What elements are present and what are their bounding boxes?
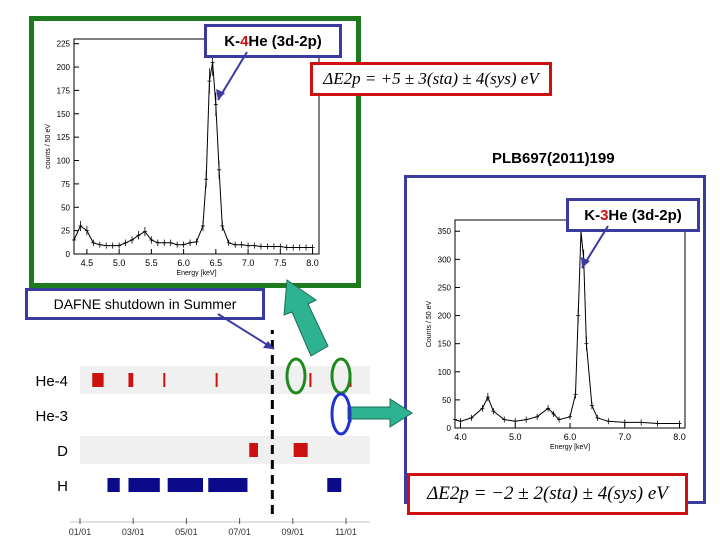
timeline-row-band — [80, 401, 370, 429]
y-tick-label: 200 — [57, 63, 71, 72]
timeline-row-band — [80, 366, 370, 394]
teal-arrow-right — [347, 398, 413, 428]
shutdown-callout: DAFNE shutdown in Summer — [25, 288, 265, 320]
x-tick-label: 6.0 — [177, 258, 190, 268]
top-plot-label: K- 4 He (3d-2p) — [204, 24, 342, 58]
top-plot-frame — [29, 16, 361, 288]
x-tick-label: 7.0 — [619, 432, 632, 442]
y-axis-label: counts / 50 eV — [45, 124, 52, 169]
timeline-x-tick-label: 09/01 — [282, 527, 305, 537]
timeline-segment — [167, 478, 204, 492]
timeline-x-tick-label: 07/01 — [228, 527, 251, 537]
y-tick-label: 175 — [57, 86, 71, 95]
y-tick-label: 100 — [438, 368, 452, 377]
y-tick-label: 150 — [57, 110, 71, 119]
top-label-pointer-arrow — [217, 51, 248, 101]
bottom-label-pointer-arrowhead — [581, 257, 590, 268]
bottom-formula: ΔE2p = −2 ± 2(sta) ± 4(sys) eV — [427, 483, 668, 504]
top-formula: ΔE2p = +5 ± 3(sta) ± 4(sys) eV — [323, 69, 539, 88]
y-axis-label: Counts / 50 eV — [426, 301, 433, 348]
y-tick-label: 50 — [61, 203, 70, 212]
x-tick-label: 8.0 — [673, 432, 686, 442]
timeline-x-tick-label: 03/01 — [122, 527, 145, 537]
bottom-label-isotope: 3 — [600, 206, 609, 224]
y-tick-label: 0 — [66, 250, 71, 259]
timeline-segment — [249, 443, 258, 457]
x-tick-label: 8.0 — [306, 258, 319, 268]
timeline-x-tick-label: 01/01 — [69, 527, 92, 537]
plot-axes-frame — [73, 38, 320, 255]
he4-marker-ellipse-1 — [285, 357, 307, 395]
top-formula-box: ΔE2p = +5 ± 3(sta) ± 4(sys) eV — [310, 62, 552, 96]
timeline-segment — [309, 373, 312, 387]
bottom-label-prefix: K- — [584, 206, 601, 224]
x-axis-label: Energy [keV] — [176, 270, 216, 277]
y-tick-label: 150 — [438, 340, 452, 349]
x-tick-label: 4.5 — [81, 258, 94, 268]
timeline-row-band — [80, 436, 370, 464]
x-tick-label: 5.5 — [145, 258, 158, 268]
bottom-label-suffix: He (3d-2p) — [608, 206, 682, 224]
y-tick-label: 350 — [438, 227, 452, 236]
x-tick-label: 7.0 — [242, 258, 255, 268]
x-tick-label: 4.0 — [454, 432, 467, 442]
x-tick-label: 6.0 — [564, 432, 577, 442]
callout-pointer-arrow — [217, 313, 275, 350]
y-tick-label: 125 — [57, 133, 71, 142]
timeline-segment — [293, 443, 308, 457]
y-tick-label: 250 — [438, 283, 452, 292]
top-label-isotope: 4 — [240, 32, 249, 50]
timeline-segment — [327, 478, 342, 492]
top-label-pointer-arrowhead — [216, 89, 225, 100]
timeline-segment — [128, 478, 160, 492]
y-tick-label: 50 — [442, 396, 451, 405]
timeline-row-label: He-4 — [35, 373, 68, 390]
fit-curve — [454, 231, 680, 424]
he4-marker-ellipse-2 — [330, 357, 352, 395]
y-tick-label: 25 — [61, 227, 70, 236]
run-timeline-chart: He-4 He-3 D H 01/01 03/01 05/01 07/01 09/01 11/01 — [35, 330, 370, 537]
timeline-row-label: H — [57, 478, 68, 495]
bottom-formula-box: ΔE2p = −2 ± 2(sta) ± 4(sys) eV — [407, 473, 688, 515]
top-label-suffix: He (3d-2p) — [248, 32, 322, 50]
timeline-row-label: He-3 — [35, 408, 68, 425]
x-tick-label: 5.0 — [509, 432, 522, 442]
y-tick-label: 200 — [438, 312, 452, 321]
timeline-segment — [92, 373, 104, 387]
he3-marker-ellipse — [330, 392, 352, 436]
timeline-x-tick-label: 05/01 — [175, 527, 198, 537]
timeline-x-tick-label: 11/01 — [335, 527, 357, 537]
x-tick-label: 5.0 — [113, 258, 126, 268]
callout-pointer-arrowhead — [263, 341, 274, 349]
top-spectrum-chart: 0 25 50 75 100 125 150 175 200 225 4.5 5.0 5.5 6.0 6.5… — [45, 38, 320, 277]
timeline-segment — [107, 478, 120, 492]
y-tick-label: 100 — [57, 157, 71, 166]
y-tick-label: 75 — [61, 180, 70, 189]
y-tick-label: 300 — [438, 255, 452, 264]
bottom-plot-label: K- 3 He (3d-2p) — [566, 198, 700, 232]
timeline-segment — [163, 373, 166, 387]
timeline-segment — [208, 478, 248, 492]
timeline-segment — [215, 373, 218, 387]
timeline-segment — [128, 373, 134, 387]
timeline-row-label: D — [57, 443, 68, 460]
teal-arrow-up — [283, 279, 329, 357]
y-tick-label: 225 — [57, 40, 71, 49]
reference-citation: PLB697(2011)199 — [492, 150, 615, 167]
y-tick-label: 0 — [447, 424, 452, 433]
top-label-prefix: K- — [224, 32, 241, 50]
x-tick-label: 7.5 — [274, 258, 287, 268]
shutdown-callout-text: DAFNE shutdown in Summer — [53, 296, 237, 312]
x-tick-label: 6.5 — [210, 258, 223, 268]
fit-curve — [73, 62, 313, 248]
x-axis-label: Energy [keV] — [550, 444, 590, 451]
